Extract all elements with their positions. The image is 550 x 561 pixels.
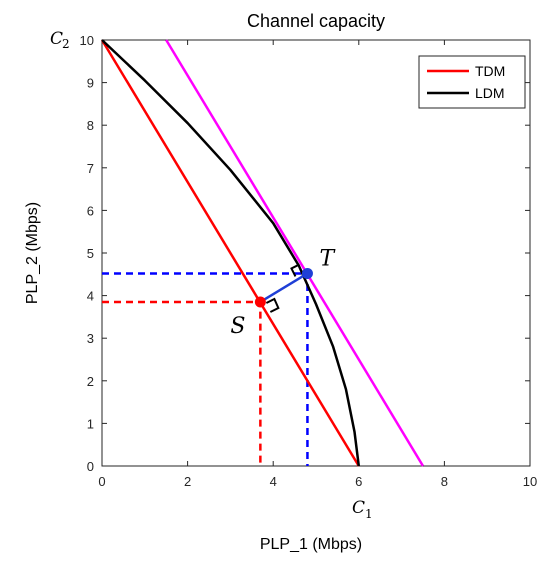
- y-tick-label: 5: [87, 246, 94, 261]
- y-tick-label: 8: [87, 118, 94, 133]
- point-label-s: S: [230, 314, 245, 339]
- right-angle-marker-s: [265, 297, 280, 313]
- x-tick-label: 10: [523, 474, 537, 489]
- y-axis-label: PLP_2 (Mbps): [24, 202, 41, 304]
- projection-line: [259, 272, 309, 304]
- y-tick-label: 0: [87, 459, 94, 474]
- y-axis-math-subscript: 2: [62, 37, 70, 51]
- x-tick-label: 0: [98, 474, 105, 489]
- series-line-tdm: [100, 39, 360, 467]
- x-tick-label: 4: [270, 474, 277, 489]
- legend: TDM LDM: [418, 55, 526, 109]
- y-axis-math-label: C 2: [50, 29, 70, 51]
- y-tick-label: 7: [87, 161, 94, 176]
- legend-box: [418, 55, 526, 109]
- x-axis-math-symbol: C: [352, 498, 365, 518]
- y-tick-label: 9: [87, 76, 94, 91]
- x-tick-label: 2: [184, 474, 191, 489]
- point-s: [254, 296, 266, 308]
- plot-area: ST: [100, 39, 531, 467]
- chart-title: Channel capacity: [247, 11, 385, 31]
- legend-label-tdm: TDM: [475, 63, 505, 79]
- y-tick-label: 1: [87, 416, 94, 431]
- x-axis-math-subscript: 1: [365, 507, 373, 521]
- x-tick-label: 8: [441, 474, 448, 489]
- point-t: [301, 267, 313, 279]
- y-tick-label: 2: [87, 374, 94, 389]
- x-tick-label: 6: [355, 474, 362, 489]
- y-axis-math-symbol: C: [50, 29, 63, 49]
- right-angle-marker-t: [290, 263, 300, 277]
- legend-label-ldm: LDM: [475, 85, 505, 101]
- y-tick-label: 4: [87, 289, 94, 304]
- y-tick-label: 6: [87, 203, 94, 218]
- tick-labels: 0 2 4 6 8 10 0 1 2 3 4 5 6 7 8 9 10: [80, 33, 538, 489]
- tangent-line: [165, 39, 425, 467]
- y-tick-label: 3: [87, 331, 94, 346]
- x-axis-math-label: C 1: [352, 498, 373, 521]
- x-axis-label: PLP_1 (Mbps): [260, 536, 362, 553]
- point-label-t: T: [319, 246, 336, 271]
- y-tick-label: 10: [80, 33, 94, 48]
